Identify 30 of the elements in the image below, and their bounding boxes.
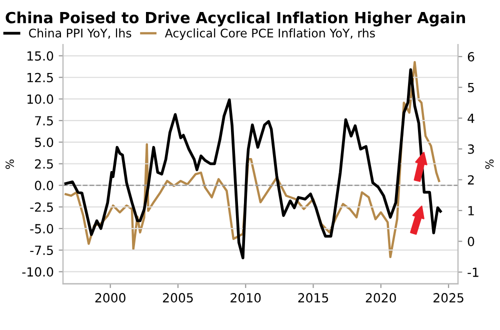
x-tick-label: 2005 bbox=[162, 293, 193, 303]
y-tick-label: 5.0 bbox=[35, 138, 54, 148]
y2-tick-label: 1 bbox=[468, 206, 474, 216]
y-tick-label: 10.0 bbox=[28, 94, 54, 104]
x-tick-label: 2010 bbox=[230, 293, 261, 303]
y-tick-label: 15.0 bbox=[28, 51, 54, 61]
y-tick-label: -5.0 bbox=[30, 224, 54, 234]
y2-axis-title: % bbox=[485, 160, 494, 169]
x-tick-label: 2000 bbox=[95, 293, 126, 303]
y-tick-label: -10.0 bbox=[22, 267, 54, 277]
y2-tick-label: 0 bbox=[468, 236, 474, 246]
y-tick-label: 0.0 bbox=[34, 180, 54, 190]
y-tick-label: -2.5 bbox=[30, 202, 53, 212]
y2-tick-label: 6 bbox=[468, 52, 474, 62]
chart-title: China Poised to Drive Acyclical Inflation Higher Again bbox=[6, 12, 465, 26]
y-tick-label: 7.5 bbox=[35, 116, 53, 126]
y-tick-label: 2.5 bbox=[35, 159, 53, 169]
x-tick-label: 2025 bbox=[434, 293, 464, 303]
y-tick-label: -7.5 bbox=[30, 246, 53, 256]
x-tick-label: 2020 bbox=[366, 293, 396, 303]
legend-label: Acyclical Core PCE Inflation YoY, rhs bbox=[164, 28, 375, 40]
y2-tick-label: 2 bbox=[468, 175, 474, 184]
y-axis-title: % bbox=[6, 160, 14, 169]
y-tick-label: 12.5 bbox=[28, 72, 53, 82]
y2-tick-label: 3 bbox=[468, 144, 474, 154]
y2-tick-label: 5 bbox=[468, 82, 474, 92]
x-tick-label: 2015 bbox=[298, 293, 328, 303]
y2-tick-label: 4 bbox=[468, 114, 474, 123]
legend-label: China PPI YoY, lhs bbox=[28, 28, 132, 39]
y2-tick-label: -1 bbox=[468, 268, 478, 277]
